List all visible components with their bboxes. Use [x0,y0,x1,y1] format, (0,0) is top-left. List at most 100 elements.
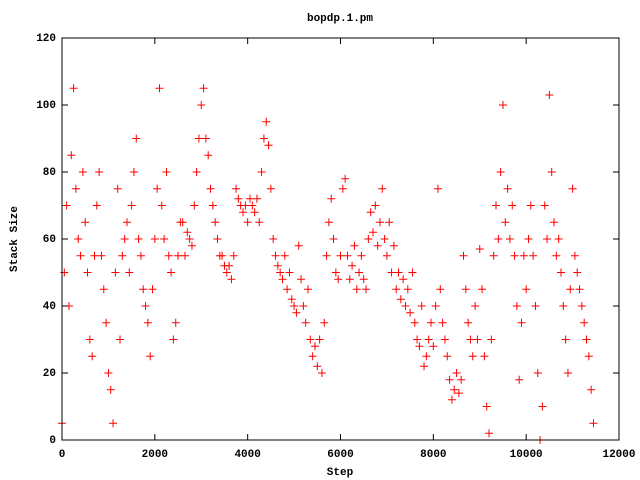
data-point [171,318,180,327]
data-point [420,362,429,371]
data-point [461,285,470,294]
data-point [178,218,187,227]
data-point [466,335,475,344]
data-point [413,335,422,344]
data-point [141,302,150,310]
data-point [459,251,468,260]
data-point [529,251,538,260]
x-tick-label: 8000 [420,449,446,461]
data-point [519,251,528,260]
data-point [415,342,424,351]
data-point [308,352,317,361]
data-point [489,251,498,260]
data-point [359,275,368,284]
data-point [396,295,405,304]
data-point [538,402,547,411]
data-point [556,268,565,277]
data-point [292,308,301,317]
data-point [88,352,97,361]
data-point [127,201,136,210]
data-point [568,184,577,193]
data-point [320,318,329,327]
data-point [317,369,326,377]
x-tick-label: 6000 [327,449,353,461]
data-point [355,268,364,277]
data-point [410,318,419,327]
data-point [394,268,403,277]
data-point [164,251,173,260]
data-point [408,268,417,277]
y-axis-label: Stack Size [9,206,21,272]
data-point [563,369,572,377]
data-point [278,275,287,284]
data-point [582,335,591,344]
data-point [478,285,487,294]
data-point [92,201,101,210]
data-point [440,335,449,344]
data-point [554,235,563,243]
data-point [368,228,377,237]
data-point [392,285,401,294]
data-point [584,352,593,361]
data-point [146,352,155,361]
data-point [485,429,494,438]
data-point [401,302,410,310]
data-point [239,208,248,217]
data-point [264,141,273,150]
data-point [334,275,343,284]
data-point [587,385,596,394]
data-point [129,168,138,176]
data-point [362,285,371,294]
data-point [526,201,535,210]
data-point [501,218,510,227]
data-point [227,275,236,284]
data-point [252,194,261,203]
data-point [357,251,366,260]
data-point [315,335,324,344]
data-point [515,375,524,384]
data-point [310,342,319,351]
data-point [417,302,426,310]
data-point [232,184,241,193]
y-tick-label: 80 [43,167,56,179]
data-point [218,251,227,260]
data-point [194,134,203,143]
data-point [464,318,473,327]
data-point [241,201,250,210]
data-point [187,241,196,250]
data-point [494,235,503,243]
data-point [322,251,331,260]
data-point [266,184,275,193]
data-point [512,302,521,310]
data-point [83,268,92,277]
data-point [148,285,157,294]
data-point [545,90,554,99]
x-tick-label: 10000 [510,449,543,461]
y-tick-label: 100 [36,100,56,112]
data-point [471,302,480,310]
data-point [120,235,129,243]
data-point [225,261,234,270]
data-point [487,335,496,344]
data-point [364,235,373,243]
data-point [116,335,125,344]
data-point [505,235,514,243]
data-point [457,375,466,384]
data-point [269,235,278,243]
data-point [348,261,357,270]
data-point [350,241,359,250]
data-point [283,285,292,294]
data-point [257,168,266,176]
data-point [160,235,169,243]
data-point [427,318,436,327]
data-point [436,285,445,294]
data-point [67,151,76,160]
data-point [81,218,90,227]
data-point [345,275,354,284]
data-point [454,389,463,398]
data-point [118,251,127,260]
data-point [153,184,162,193]
x-tick-label: 2000 [142,449,168,461]
data-point [327,194,336,203]
data-point [566,285,575,294]
